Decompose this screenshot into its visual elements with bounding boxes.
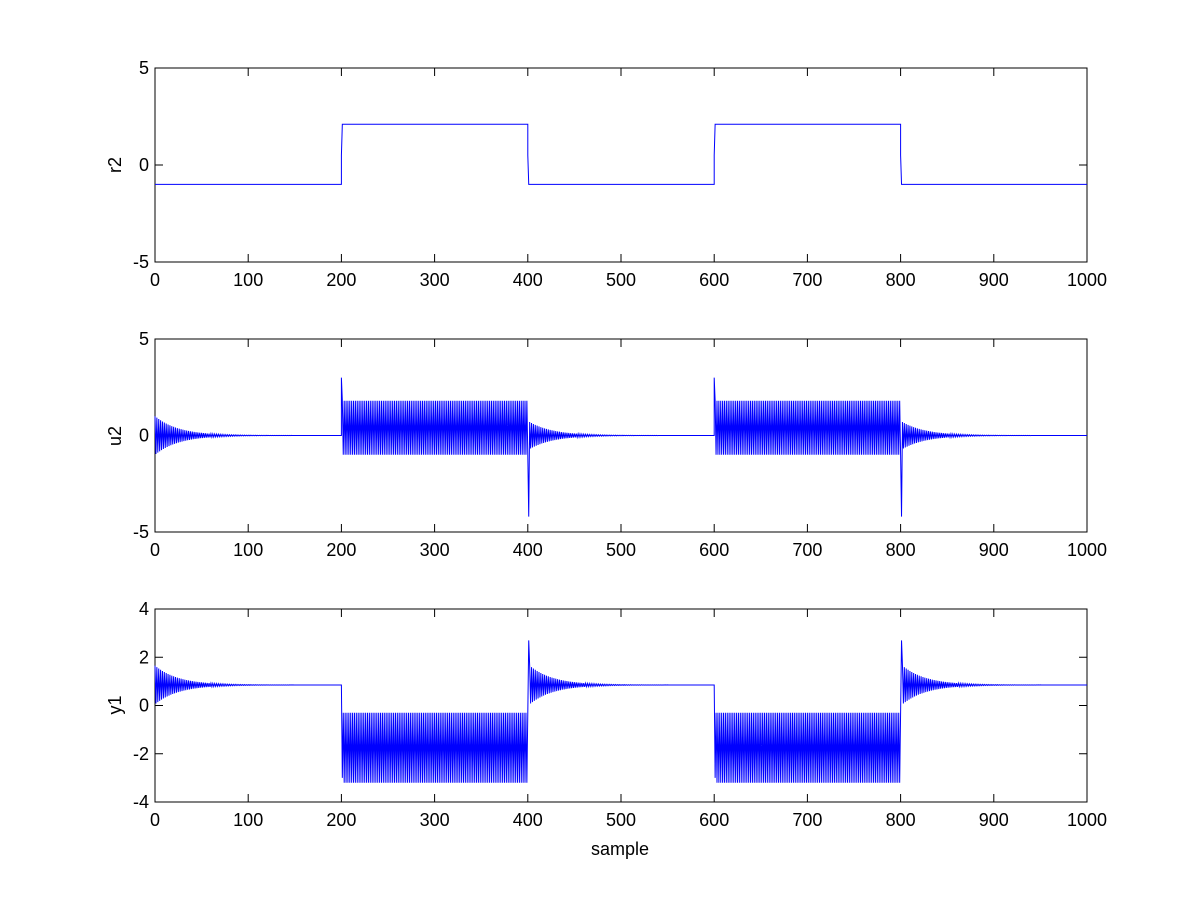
subplot-r2: 0 100 200 300 400 500 600 700 800 900 1000 -505 r2	[105, 58, 1107, 290]
subplot-u2: 0 100 200 300 400 500 600 700 800 900 1000 -505 u2	[105, 329, 1107, 560]
y-tick-label: -5	[133, 522, 149, 542]
x-tick-label: 0	[150, 810, 160, 830]
x-tick-label: 200	[326, 270, 356, 290]
x-tick-label: 700	[792, 270, 822, 290]
x-tick-label: 600	[699, 540, 729, 560]
x-tick-label: 700	[792, 540, 822, 560]
y-tick-label: 0	[139, 696, 149, 716]
y-axis-label: y1	[105, 695, 125, 714]
series-line	[154, 640, 1088, 783]
x-tick-label: 900	[979, 270, 1009, 290]
y-tick-labels: -5 0 5	[133, 58, 149, 272]
x-tick-label: 600	[699, 810, 729, 830]
x-axis-label: sample	[591, 839, 649, 859]
x-tick-label: 100	[233, 540, 263, 560]
y-tick-label: 5	[139, 329, 149, 349]
x-tick-label: 400	[513, 810, 543, 830]
x-tick-label: 100	[233, 270, 263, 290]
x-tick-label: 500	[606, 810, 636, 830]
y-tick-label: -5	[133, 252, 149, 272]
x-tick-label: 300	[420, 540, 450, 560]
series-line	[155, 123, 1087, 185]
x-tick-label: 800	[886, 810, 916, 830]
x-tick-label: 1000	[1067, 540, 1107, 560]
x-tick-label: 100	[233, 810, 263, 830]
y-tick-label: 0	[139, 426, 149, 446]
y-tick-label: 4	[139, 599, 149, 619]
x-tick-label: 1000	[1067, 810, 1107, 830]
x-tick-label: 0	[150, 540, 160, 560]
x-tick-label: 400	[513, 540, 543, 560]
x-tick-label: 700	[792, 810, 822, 830]
y-tick-labels: -4 -2 0 2 4	[133, 599, 149, 812]
x-tick-label: 500	[606, 270, 636, 290]
x-tick-label: 900	[979, 540, 1009, 560]
x-tick-label: 300	[420, 810, 450, 830]
x-tick-label: 900	[979, 810, 1009, 830]
series-line	[154, 377, 1088, 517]
x-tick-label: 200	[326, 540, 356, 560]
x-tick-label: 800	[886, 540, 916, 560]
x-tick-label: 800	[886, 270, 916, 290]
y-tick-label: 2	[139, 647, 149, 667]
x-tick-label: 300	[420, 270, 450, 290]
plot-frame	[154, 67, 1088, 263]
x-tick-labels: 0 100 200 300 400 500 600 700 800 900 1000	[150, 810, 1107, 830]
x-tick-label: 600	[699, 270, 729, 290]
x-tick-label: 1000	[1067, 270, 1107, 290]
y-tick-label: 5	[139, 58, 149, 78]
tick-marks	[154, 338, 1088, 533]
x-tick-label: 200	[326, 810, 356, 830]
subplot-y1: 0 100 200 300 400 500 600 700 800 900 1000 -4 -2 0 2 4…	[105, 599, 1107, 859]
y-tick-label: -4	[133, 792, 149, 812]
x-tick-label: 500	[606, 540, 636, 560]
plot-frame	[154, 608, 1088, 803]
tick-marks	[154, 608, 1088, 803]
y-tick-labels: -5 0 5	[133, 329, 149, 542]
x-tick-labels: 0 100 200 300 400 500 600 700 800 900 1000	[150, 270, 1107, 290]
x-tick-label: 0	[150, 270, 160, 290]
y-axis-label: u2	[105, 426, 125, 446]
x-tick-label: 400	[513, 270, 543, 290]
x-tick-labels: 0 100 200 300 400 500 600 700 800 900 1000	[150, 540, 1107, 560]
y-tick-label: -2	[133, 744, 149, 764]
y-axis-label: r2	[105, 157, 125, 173]
tick-marks	[154, 67, 1088, 263]
y-tick-label: 0	[139, 155, 149, 175]
